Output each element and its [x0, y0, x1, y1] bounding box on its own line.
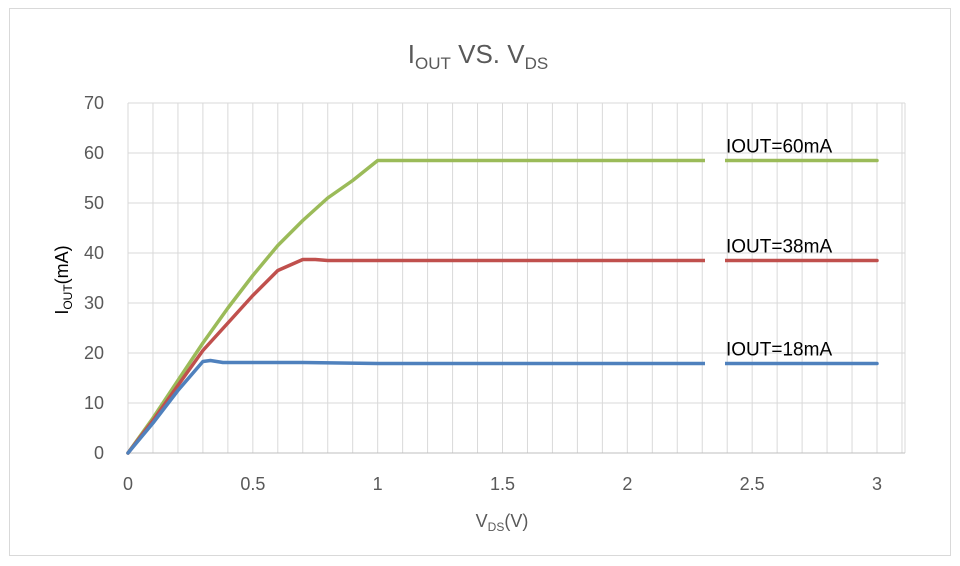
- x-tick-label: 0: [123, 474, 133, 494]
- chart-title: IOUT VS. VDS: [408, 39, 548, 73]
- y-tick-label: 10: [84, 393, 104, 413]
- series-line-3: [126, 358, 879, 455]
- chart-title-sub2: DS: [525, 54, 549, 73]
- x-axis-title-suffix: (V): [504, 511, 528, 531]
- x-tick-label: 2.5: [740, 474, 765, 494]
- chart-title-sub1: OUT: [415, 54, 451, 73]
- x-tick-label: 1: [373, 474, 383, 494]
- y-tick-label: 40: [84, 243, 104, 263]
- x-axis-title-main: V: [476, 511, 488, 531]
- y-tick-label: 70: [84, 93, 104, 113]
- x-tick-label: 1.5: [490, 474, 515, 494]
- x-axis-title: VDS(V): [476, 511, 529, 534]
- series-label-gap: [705, 360, 725, 367]
- series-label-2: IOUT=38mA: [726, 237, 832, 258]
- axes: 0 10 20 30 40 50 60 70 0 0.5 1 1.5 2 2.5 3: [84, 93, 905, 494]
- x-tick-label: 3: [872, 474, 882, 494]
- chart-title-main: I: [408, 39, 415, 69]
- series-label-1: IOUT=60mA: [726, 137, 832, 158]
- y-tick-label: 60: [84, 143, 104, 163]
- y-tick-label: 50: [84, 193, 104, 213]
- x-tick-label: 2: [622, 474, 632, 494]
- y-axis-title-suffix: (mA): [52, 245, 72, 284]
- y-axis-title-sub: OUT: [61, 284, 75, 310]
- series-label-gap: [705, 257, 725, 264]
- chart-title-mid: VS. V: [451, 39, 525, 69]
- y-tick-label: 0: [94, 443, 104, 463]
- y-tick-label: 30: [84, 293, 104, 313]
- series-lines: [126, 158, 879, 455]
- series-label-3: IOUT=18mA: [726, 340, 832, 361]
- y-axis-title: IOUT(mA): [52, 245, 75, 314]
- y-tick-label: 20: [84, 343, 104, 363]
- y-axis-title-main: I: [52, 310, 72, 315]
- x-tick-label: 0.5: [240, 474, 265, 494]
- chart-frame: [9, 8, 951, 556]
- series-line-1: [126, 158, 879, 455]
- series-line-2: [126, 257, 879, 455]
- series-labels: IOUT=60mA IOUT=38mA IOUT=18mA: [705, 137, 832, 367]
- series-label-gap: [705, 157, 725, 164]
- x-axis-title-sub: DS: [488, 520, 505, 534]
